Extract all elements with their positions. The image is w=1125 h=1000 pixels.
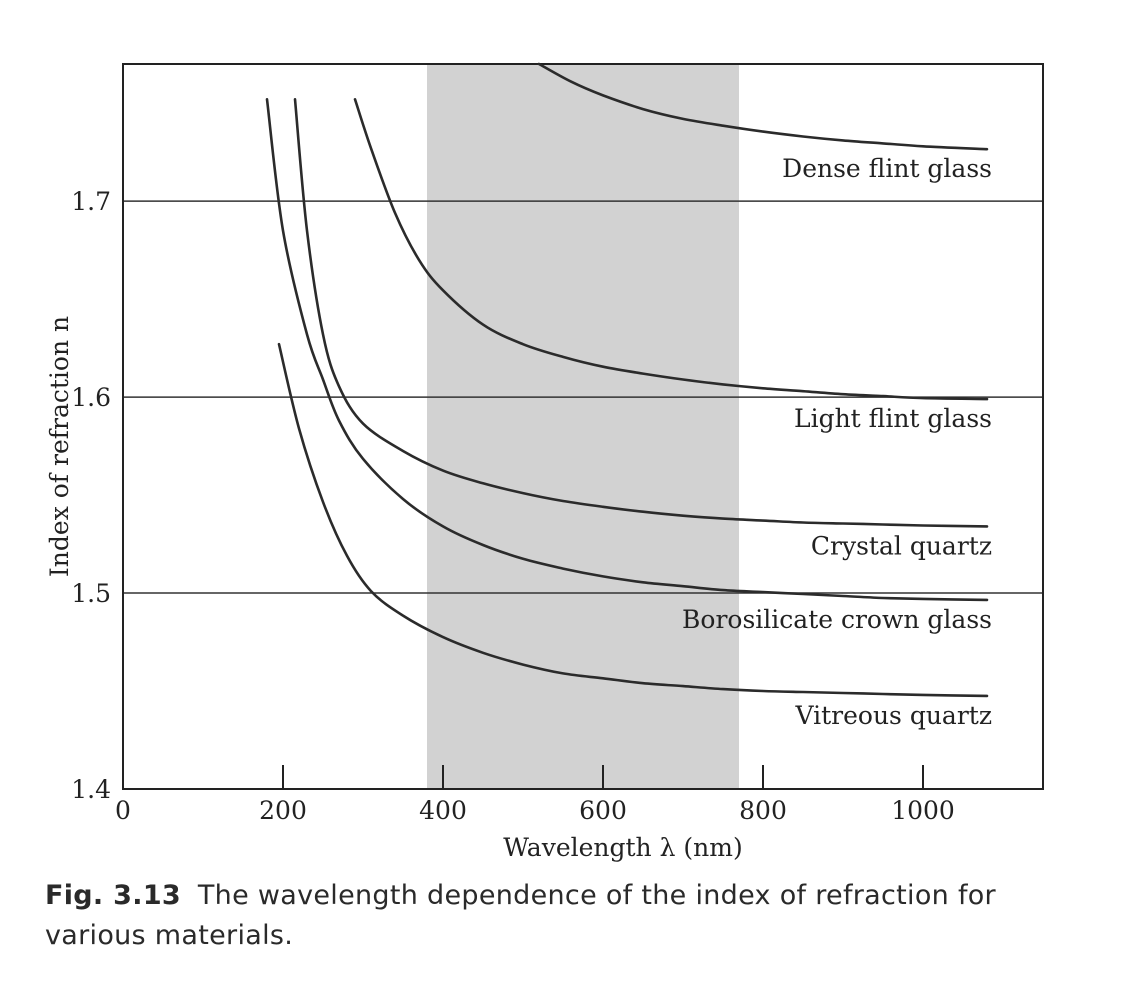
- y-axis-ticks: 1.4 1.5 1.6 1.7: [71, 187, 111, 804]
- refraction-chart: 0 200 400 600 800 1000 1.4 1.5 1.6 1.7 Dense fli…: [0, 0, 1125, 1000]
- y-axis-title: Index of refraction n: [45, 316, 74, 577]
- x-axis-title: Wavelength λ (nm): [503, 833, 742, 862]
- x-tick-label: 400: [419, 796, 467, 825]
- figure-caption: Fig. 3.13 The wavelength dependence of t…: [45, 876, 1085, 956]
- caption-text: The wavelength dependence of the index o…: [45, 880, 996, 951]
- label-light-flint-glass: Light flint glass: [794, 404, 992, 433]
- visible-spectrum-band: [427, 64, 739, 789]
- x-tick-label: 1000: [891, 796, 955, 825]
- x-tick-label: 0: [115, 796, 131, 825]
- label-crystal-quartz: Crystal quartz: [811, 531, 992, 560]
- y-tick-label: 1.6: [71, 383, 111, 412]
- y-tick-label: 1.4: [71, 775, 111, 804]
- label-borosilicate-crown-glass: Borosilicate crown glass: [682, 605, 992, 634]
- figure-number: Fig. 3.13: [45, 880, 181, 911]
- label-dense-flint-glass: Dense flint glass: [782, 154, 992, 183]
- y-tick-label: 1.7: [71, 187, 111, 216]
- x-tick-label: 800: [739, 796, 787, 825]
- y-tick-label: 1.5: [71, 579, 111, 608]
- x-tick-label: 600: [579, 796, 627, 825]
- x-tick-label: 200: [259, 796, 307, 825]
- label-vitreous-quartz: Vitreous quartz: [794, 701, 992, 730]
